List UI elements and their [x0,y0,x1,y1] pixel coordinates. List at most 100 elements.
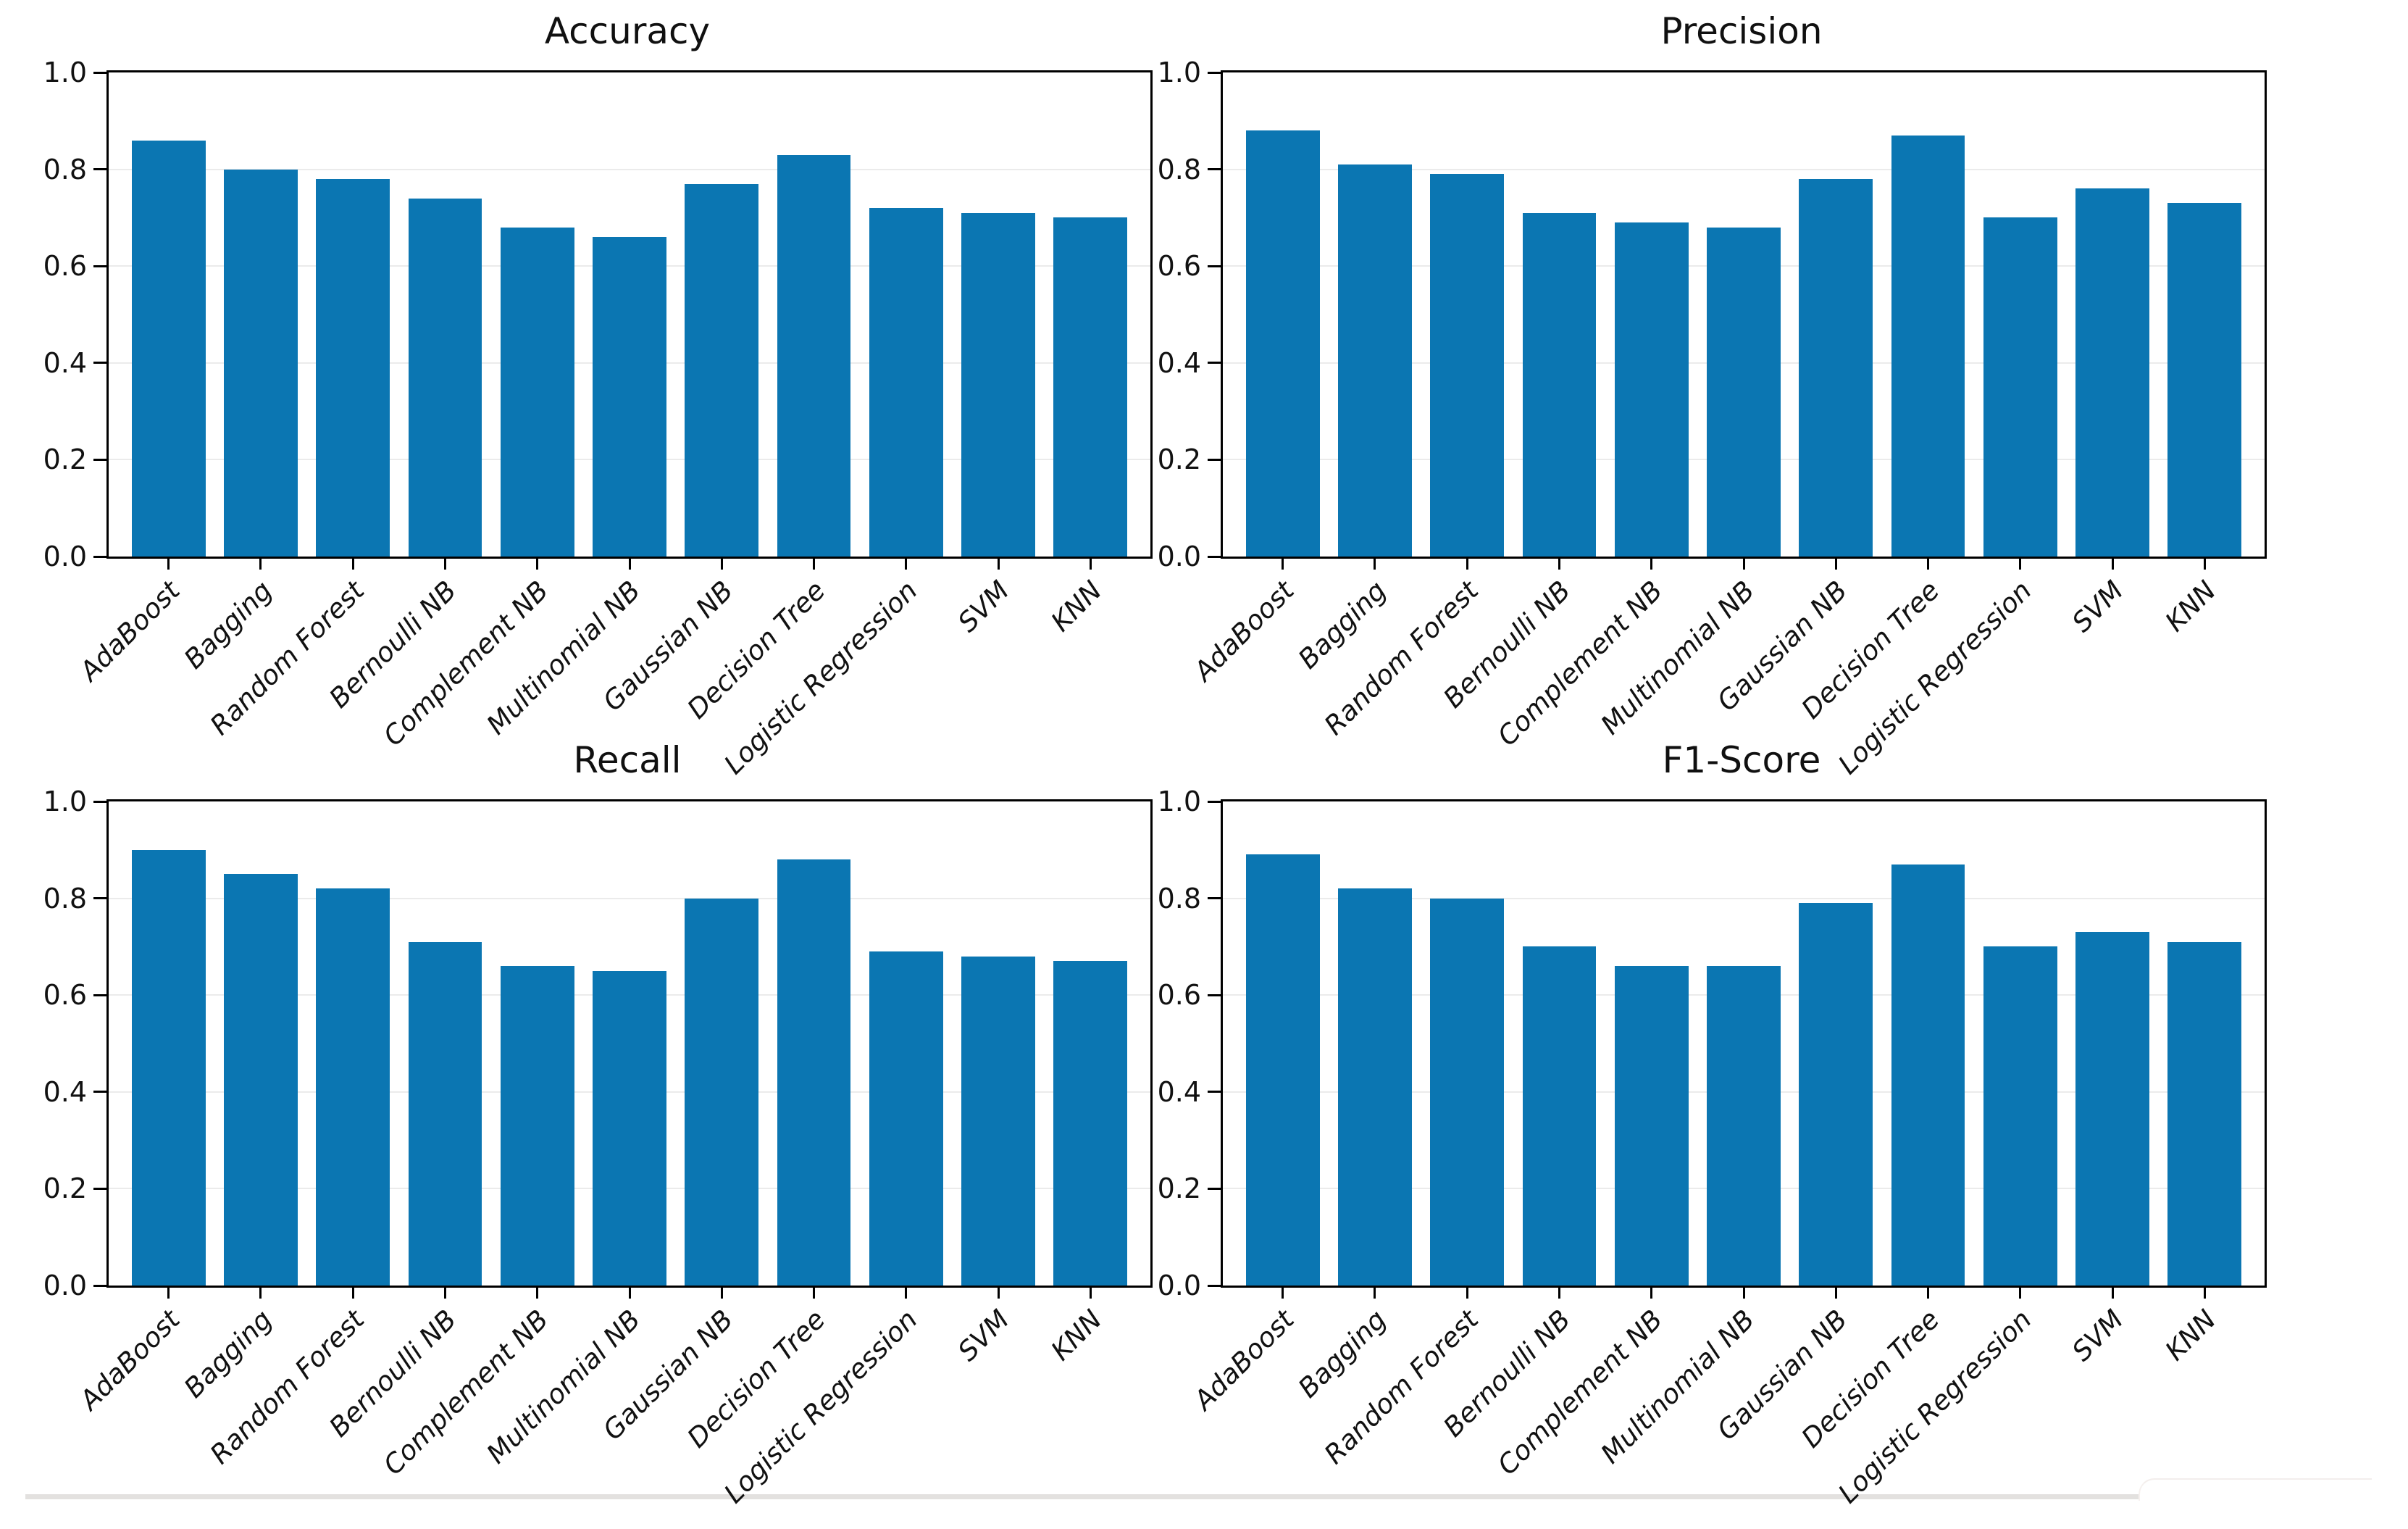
y-tick-label: 0.6 [43,979,87,1012]
bar [1614,966,1689,1286]
x-axis-tick [1650,1286,1653,1299]
y-tick-label: 1.0 [1157,57,1201,88]
x-axis-tick [351,557,354,570]
bar [2167,203,2242,557]
bar [1614,222,1689,557]
x-axis-tick [1282,1286,1284,1299]
x-tick-label: AdaBoost [73,575,186,688]
y-axis-tick [1208,168,1221,171]
x-tick-label: Random Forest [204,1304,370,1470]
y-axis-tick [1208,1091,1221,1093]
y-tick-label: 0.8 [43,153,87,186]
y-axis-tick [93,71,106,74]
bar [593,970,666,1286]
x-axis-tick [167,1286,170,1299]
chart-precision: Precision 0.0 0.2 0.4 0.6 0.8 1.0 AdaBoost Bagg… [1158,10,2267,780]
x-tick-label: KNN [1045,575,1108,638]
x-tick-label: Complement NB [377,575,555,752]
bar [1983,217,2057,557]
y-axis-tick [1208,362,1221,364]
bar [2167,941,2242,1286]
x-tick-label: SVM [952,1304,1016,1367]
y-axis-tick [1208,1284,1221,1287]
y-tick-label: 0.8 [1157,882,1201,915]
bar [1891,864,1965,1286]
chart-title: Precision [1660,10,1823,52]
x-axis-tick [905,557,908,570]
bar [1707,227,1781,557]
bar [869,208,943,557]
x-axis-tick [1282,557,1284,570]
x-tick-label: Random Forest [1318,1304,1484,1470]
x-axis-tick [1558,557,1560,570]
plot-area: 0.0 0.2 0.4 0.6 0.8 1.0 AdaBoost Bagging Random … [43,786,1153,1509]
chart-f1-score: F1-Score 0.0 0.2 0.4 0.6 0.8 1.0 AdaBoost Baggi… [1158,739,2267,1509]
x-tick-label: SVM [2066,575,2130,638]
x-axis-tick [1558,1286,1560,1299]
x-axis-tick [1834,1286,1837,1299]
bar [316,178,390,557]
y-axis-tick [93,362,106,364]
x-tick-label: AdaBoost [1187,1304,1300,1417]
bar [1799,903,1873,1286]
x-tick-label: AdaBoost [73,1304,186,1417]
bar [408,198,482,557]
x-axis-tick [536,1286,539,1299]
bar [685,183,759,557]
x-axis-tick [1089,1286,1092,1299]
x-axis-tick [2203,557,2206,570]
x-axis-tick [813,1286,815,1299]
x-tick-label: KNN [2159,1304,2222,1367]
gridline [1223,168,2265,170]
plot-area: 0.0 0.2 0.4 0.6 0.8 1.0 AdaBoost Bagging Random … [1158,57,2267,780]
y-axis-tick [1208,264,1221,267]
x-tick-label: Complement NB [1492,1304,1669,1481]
x-axis-tick [1742,557,1745,570]
bar [2075,188,2149,557]
bar [500,227,574,557]
plot-area: 0.0 0.2 0.4 0.6 0.8 1.0 AdaBoost Bagging Random … [43,57,1153,780]
y-axis-tick [93,264,106,267]
y-axis-tick [93,555,106,558]
y-tick-label: 0.8 [43,882,87,915]
x-axis-tick [1374,557,1376,570]
chart-accuracy: Accuracy 0.0 0.2 0.4 0.6 0.8 1.0 AdaBoost Baggi… [43,10,1153,780]
chart-title: Accuracy [544,10,711,52]
x-tick-label: Complement NB [1492,575,1669,752]
y-tick-label: 1.0 [1157,786,1201,817]
x-tick-label: AdaBoost [1187,575,1300,688]
bar [777,154,851,557]
y-axis-tick [93,993,106,996]
x-axis-tick [1466,557,1468,570]
y-tick-label: 0.4 [43,1075,87,1108]
bar [1245,854,1320,1286]
y-tick-label: 0.2 [43,1172,87,1205]
x-axis-tick [997,1286,1000,1299]
bar [1799,178,1873,557]
chart-recall: Recall 0.0 0.2 0.4 0.6 0.8 1.0 AdaBoost Bagging… [43,739,1153,1509]
x-axis-tick [628,1286,631,1299]
bar [316,888,390,1286]
chart-title: Recall [573,739,682,781]
x-axis-tick [905,1286,908,1299]
x-axis-tick [1834,557,1837,570]
x-axis-tick [1650,557,1653,570]
bar [961,212,1035,557]
x-axis-tick [1089,557,1092,570]
bar [224,169,298,557]
x-axis-tick [997,557,1000,570]
x-axis-tick [443,557,446,570]
x-tick-label: KNN [2159,575,2222,638]
y-axis-tick [93,1284,106,1287]
x-tick-label: Random Forest [1318,575,1484,741]
y-tick-label: 0.0 [1157,1270,1201,1301]
y-axis-tick [93,800,106,803]
y-tick-label: 0.6 [43,250,87,283]
x-axis-tick [259,557,262,570]
y-tick-label: 0.4 [1157,1075,1201,1108]
x-axis-tick [1466,1286,1468,1299]
gridline [109,168,1150,170]
y-axis-tick [1208,1187,1221,1190]
x-axis-tick [813,557,815,570]
